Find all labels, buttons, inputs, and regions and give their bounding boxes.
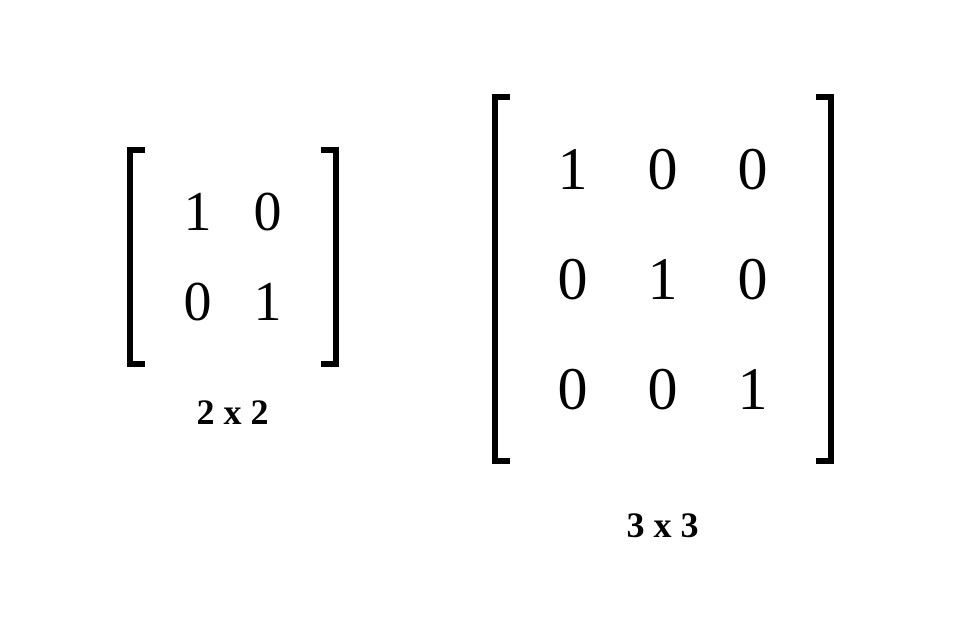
matrix-cell: 1	[738, 355, 768, 424]
matrix-cell: 0	[558, 245, 588, 314]
bracket-left-icon	[127, 147, 145, 367]
matrix-cell: 1	[558, 135, 588, 204]
matrix-3x3: 1 0 0 0 1 0 0 0 1	[492, 94, 834, 464]
matrix-cell: 0	[254, 180, 282, 244]
bracket-left-icon	[492, 94, 510, 464]
matrix-cell: 1	[184, 180, 212, 244]
matrix-cell: 0	[558, 355, 588, 424]
bracket-right-icon	[321, 147, 339, 367]
matrix-2x2-group: 1 0 0 1 2 x 2	[127, 147, 339, 433]
matrix-cell: 0	[648, 135, 678, 204]
matrix-cell: 1	[254, 270, 282, 334]
matrix-3x3-caption: 3 x 3	[627, 504, 699, 546]
matrix-cell: 1	[648, 245, 678, 314]
matrix-2x2-caption: 2 x 2	[197, 391, 269, 433]
matrix-cell: 0	[648, 355, 678, 424]
matrix-3x3-cells: 1 0 0 0 1 0 0 0 1	[510, 94, 816, 464]
bracket-right-icon	[816, 94, 834, 464]
matrix-cell: 0	[738, 135, 768, 204]
matrix-cell: 0	[738, 245, 768, 314]
matrix-cell: 0	[184, 270, 212, 334]
matrix-2x2: 1 0 0 1	[127, 147, 339, 367]
matrix-3x3-group: 1 0 0 0 1 0 0 0 1 3 x 3	[492, 94, 834, 546]
matrix-2x2-cells: 1 0 0 1	[145, 147, 321, 367]
